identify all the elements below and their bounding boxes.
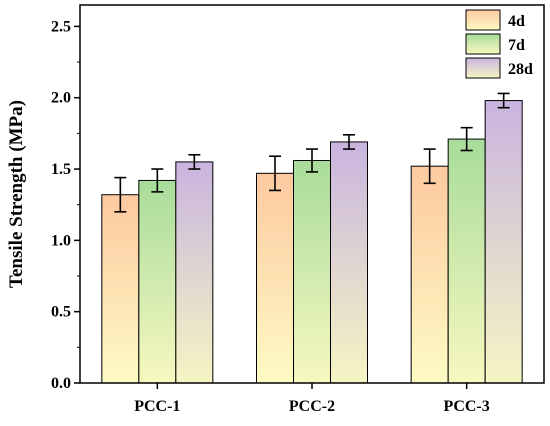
error-bar-7d-PCC-2 [306,148,318,173]
error-bar-28d-PCC-1 [188,153,201,170]
bars-layer [101,100,523,384]
error-bar-7d-PCC-1 [151,168,164,193]
legend-swatch-7d [465,33,501,55]
x-tick-label: PCC-3 [444,398,490,415]
bar-28d-PCC-2 [330,141,368,384]
y-axis-label: Tensile Strength (MPa) [6,100,27,288]
bar-7d-PCC-1 [138,179,177,384]
x-tick-label: PCC-2 [289,398,335,415]
error-bar-28d-PCC-2 [343,134,355,150]
y-tick-label: 2.5 [51,18,71,35]
error-bar-4d-PCC-3 [423,148,436,185]
legend-label-4d: 4d [508,13,525,30]
legend: 4d 7d 28d [465,9,533,79]
axis-layer: 0.0 0.5 1.0 1.5 2.0 2.5 PCC-1 PCC-2 PCC-3 [51,18,490,415]
legend-swatch-28d [465,57,501,79]
y-tick-label: 1.0 [51,232,71,249]
bar-4d-PCC-3 [410,165,449,384]
error-bar-7d-PCC-3 [460,126,473,152]
y-tick-label: 0.0 [51,375,71,392]
error-bar-28d-PCC-3 [497,92,510,109]
legend-label-28d: 28d [508,61,533,78]
bar-4d-PCC-2 [256,172,294,384]
bar-7d-PCC-3 [447,138,486,384]
bar-7d-PCC-2 [293,159,331,384]
y-tick-label: 0.5 [51,304,71,321]
bar-28d-PCC-1 [175,161,214,384]
y-tick-label: 1.5 [51,161,71,178]
x-tick-label: PCC-1 [134,398,180,415]
error-bar-4d-PCC-1 [114,176,127,213]
error-bars-layer [114,92,510,213]
bar-4d-PCC-1 [101,194,140,384]
error-bar-4d-PCC-2 [269,155,281,192]
legend-swatch-4d [465,9,501,31]
bar-28d-PCC-3 [484,100,523,384]
legend-label-7d: 7d [508,37,525,54]
y-tick-label: 2.0 [51,90,71,107]
